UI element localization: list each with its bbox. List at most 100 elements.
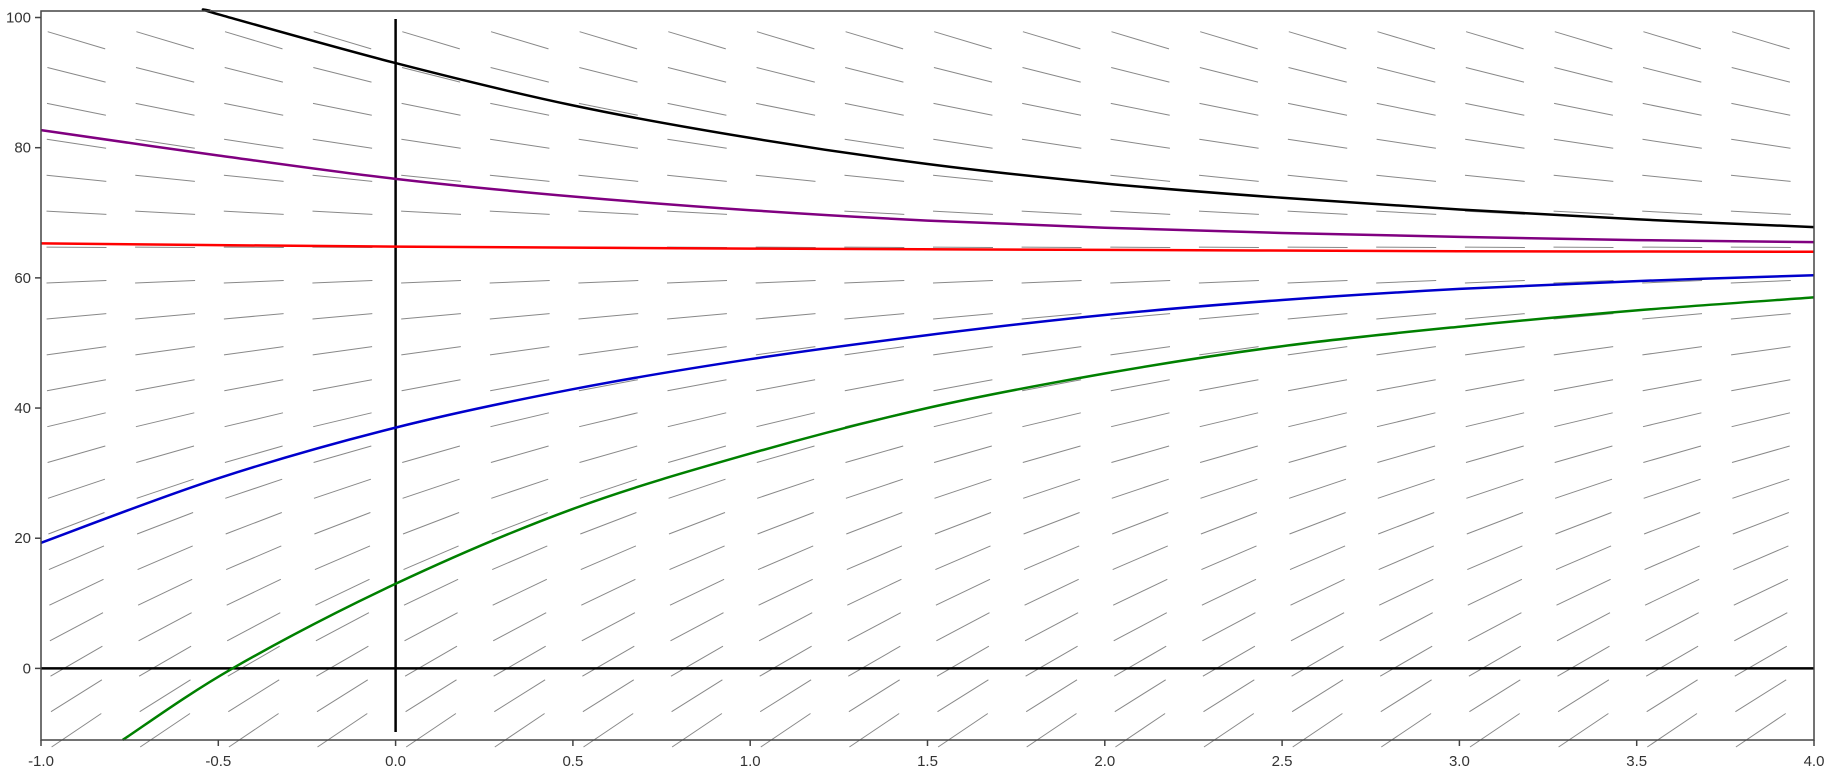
slope-segment [1733, 545, 1789, 571]
slope-segment [491, 478, 549, 499]
slope-segment [1642, 174, 1703, 182]
slope-segment [224, 412, 284, 428]
slope-segment [223, 210, 284, 215]
slope-segment [848, 679, 900, 713]
slope-segment [844, 379, 904, 392]
slope-segment [1376, 138, 1436, 149]
slope-segment [46, 102, 106, 116]
slope-segment [1466, 478, 1524, 499]
slope-segment [844, 138, 905, 149]
slope-segment [1732, 478, 1790, 499]
y-tick-label: 20 [14, 530, 31, 547]
slope-segment [1465, 138, 1525, 149]
slope-segment [1553, 174, 1614, 182]
slope-segment [47, 445, 106, 463]
slope-segment [1022, 445, 1081, 463]
slope-segment [1291, 679, 1344, 713]
slope-segment [1730, 174, 1791, 182]
slope-segment [756, 31, 815, 50]
slope-segment [312, 346, 373, 356]
slope-segment [1376, 379, 1436, 392]
slope-segment [578, 174, 639, 182]
slope-segment [667, 346, 727, 356]
slope-segment [667, 138, 727, 149]
slope-segment [1025, 679, 1078, 713]
slope-segment [1112, 578, 1168, 606]
slope-segment [932, 210, 993, 215]
slope-segment [493, 645, 546, 677]
slope-segment [1731, 379, 1791, 392]
slope-segment [137, 545, 193, 571]
slope-segment [223, 313, 284, 320]
slope-segment [669, 578, 725, 606]
slope-segment [1642, 346, 1702, 356]
slope-segment [314, 512, 371, 535]
slope-segment [1731, 412, 1791, 428]
slope-segment [1556, 612, 1611, 642]
x-axis-ticks: -1.0 -0.5 0.0 0.5 1.0 1.5 2.0 2.5 3.0 3.5 4.0 [28, 740, 1824, 770]
slope-segment [224, 102, 284, 116]
slope-segment [1554, 102, 1613, 116]
slope-segment [1198, 210, 1259, 215]
slope-segment [1110, 346, 1171, 356]
slope-segment [1553, 313, 1614, 320]
slope-segment [1465, 379, 1525, 392]
slope-segment [1021, 346, 1082, 356]
slope-segment [1199, 445, 1258, 463]
slope-segment [1644, 578, 1700, 606]
slope-segment [578, 102, 638, 116]
slope-segment [1467, 578, 1523, 606]
slope-segment [1288, 379, 1348, 392]
slope-segment [47, 67, 106, 83]
slope-segment [1026, 713, 1077, 748]
slope-segment [312, 210, 373, 215]
slope-segment [1198, 313, 1259, 320]
slope-segment [46, 138, 107, 149]
slope-segment [755, 313, 816, 320]
slope-segment [1468, 612, 1522, 642]
slope-segment [935, 578, 991, 606]
slope-segment [401, 138, 461, 149]
slope-segment [1731, 346, 1791, 356]
slope-segment [667, 379, 727, 392]
slope-segment [1465, 445, 1524, 463]
slope-segment [1110, 138, 1170, 149]
slope-segment [401, 280, 462, 284]
slope-segment [671, 679, 723, 713]
slope-segment [135, 210, 196, 215]
slope-segment [1113, 612, 1168, 642]
slope-segment [1468, 645, 1522, 677]
slope-segment [1290, 612, 1345, 642]
slope-segment [1557, 679, 1610, 713]
slope-segment [224, 67, 284, 83]
slope-segment [581, 578, 636, 606]
slope-segment [937, 679, 989, 713]
slope-segment [490, 412, 550, 428]
slope-segment [1381, 713, 1432, 748]
slope-segment [1645, 645, 1699, 677]
slope-segment [757, 545, 814, 571]
slope-segment [1556, 578, 1611, 606]
slope-segment [136, 478, 194, 499]
slope-segment [1555, 545, 1612, 571]
slope-segment [936, 612, 990, 642]
slope-segment [667, 102, 727, 116]
slope-segment [1111, 67, 1170, 83]
x-tick-label: -0.5 [205, 753, 231, 770]
slope-segment [139, 679, 191, 713]
slope-segment [667, 174, 727, 182]
slope-segment [315, 578, 370, 606]
slope-segment [490, 445, 549, 463]
slope-segment [668, 478, 726, 499]
slope-segment [1291, 645, 1344, 677]
slope-segment [932, 280, 993, 284]
slope-segment [225, 512, 282, 535]
slope-segment [1734, 612, 1788, 642]
slope-segment [1202, 645, 1256, 677]
slope-segment [1287, 174, 1348, 182]
slope-segment [844, 346, 905, 356]
slope-segment [1555, 512, 1612, 535]
slope-segment [1376, 412, 1436, 428]
slope-segment [1553, 379, 1614, 392]
slope-segment [1022, 102, 1082, 116]
